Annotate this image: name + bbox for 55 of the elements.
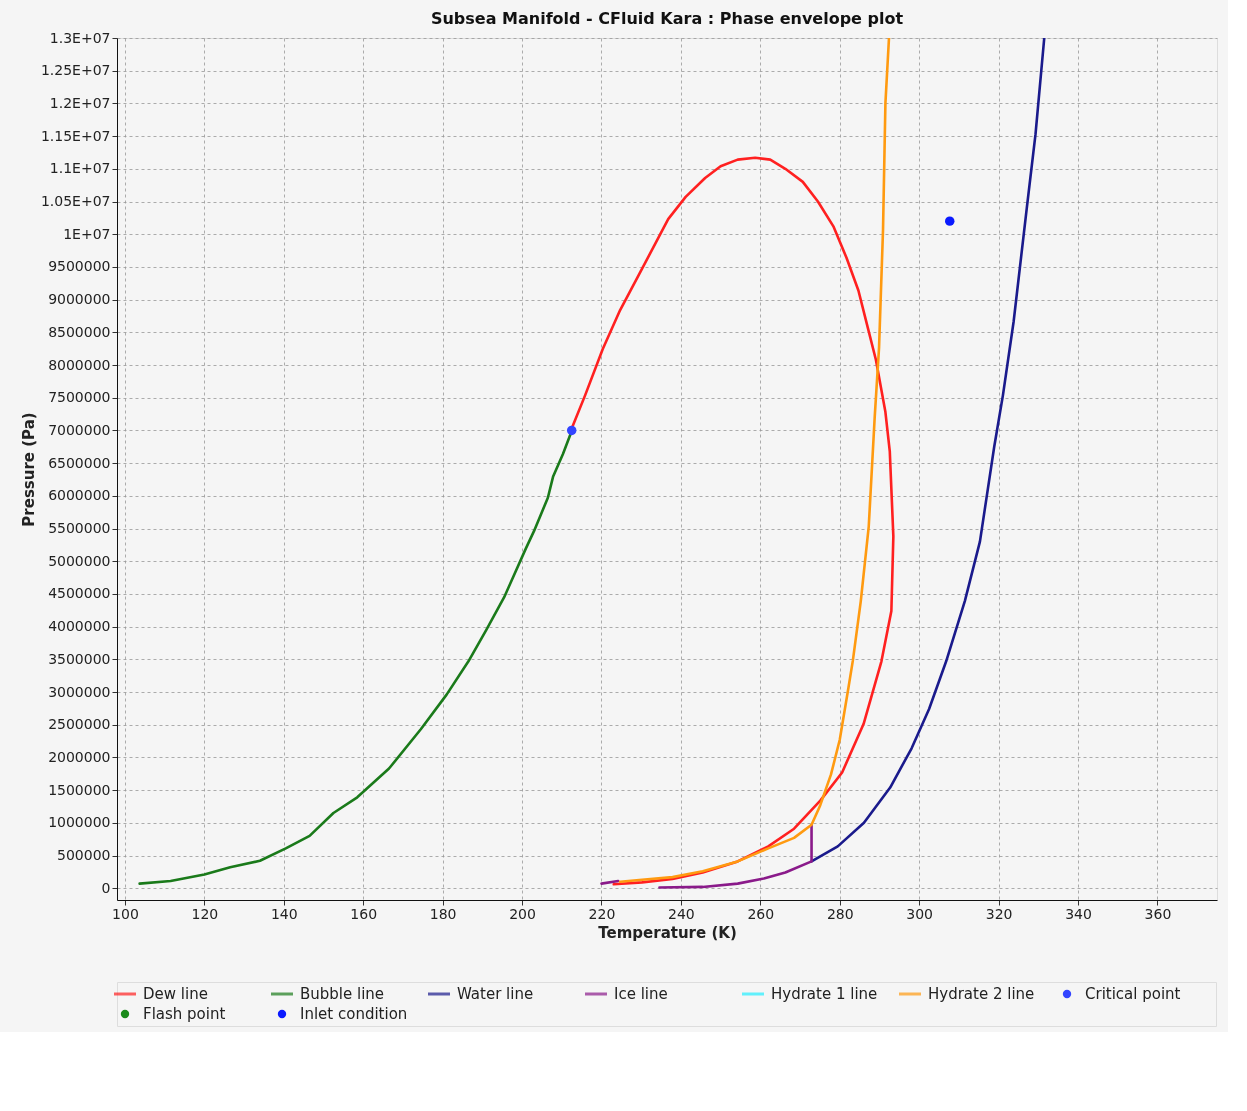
y-tick-label: 2500000 bbox=[48, 716, 111, 733]
x-tick-label: 100 bbox=[112, 905, 139, 922]
x-tick-label: 320 bbox=[985, 905, 1013, 922]
x-tick-label: 280 bbox=[826, 905, 854, 922]
x-axis-title: Temperature (K) bbox=[598, 923, 737, 942]
y-tick-label: 1.2E+07 bbox=[49, 94, 111, 111]
y-tick-label: 6500000 bbox=[48, 454, 111, 471]
x-tick-label: 120 bbox=[191, 905, 219, 922]
legend-label: Water line bbox=[457, 985, 534, 1003]
x-tick-label: 260 bbox=[747, 905, 775, 922]
x-tick-label: 180 bbox=[429, 905, 457, 922]
y-tick-label: 6000000 bbox=[48, 487, 111, 504]
legend-label: Dew line bbox=[143, 985, 208, 1003]
legend-label: Hydrate 2 line bbox=[928, 985, 1035, 1003]
legend-label: Hydrate 1 line bbox=[771, 985, 878, 1003]
x-tick-label: 360 bbox=[1144, 905, 1172, 922]
line-series bbox=[810, 38, 1046, 863]
y-tick-label: 1.25E+07 bbox=[40, 62, 111, 79]
y-tick-label: 1500000 bbox=[48, 781, 111, 798]
x-tick-label: 300 bbox=[906, 905, 934, 922]
y-tick-label: 8500000 bbox=[48, 323, 111, 340]
y-tick-label: 1.15E+07 bbox=[40, 127, 111, 144]
legend-label: Bubble line bbox=[300, 985, 385, 1003]
y-tick-label: 1.3E+07 bbox=[49, 29, 111, 46]
line-series bbox=[618, 38, 891, 883]
legend-label: Inlet condition bbox=[300, 1005, 408, 1023]
y-tick-label: 2000000 bbox=[48, 748, 111, 765]
x-tick-label: 220 bbox=[588, 905, 616, 922]
y-tick-label: 3000000 bbox=[48, 683, 111, 700]
y-tick-label: 7000000 bbox=[48, 421, 111, 438]
x-tick-label: 240 bbox=[668, 905, 695, 922]
y-tick-label: 9000000 bbox=[48, 291, 111, 308]
y-tick-label: 4000000 bbox=[48, 618, 111, 635]
y-tick-label: 1000000 bbox=[48, 814, 111, 831]
x-tick-label: 160 bbox=[350, 905, 378, 922]
y-tick-label: 500000 bbox=[57, 847, 111, 864]
y-tick-label: 7500000 bbox=[48, 389, 111, 406]
x-tick-label: 200 bbox=[509, 905, 536, 922]
y-tick-label: 1.1E+07 bbox=[49, 160, 111, 177]
y-tick-label: 0 bbox=[101, 879, 111, 896]
y-axis-title: Pressure (Pa) bbox=[19, 412, 38, 527]
y-tick-label: 5500000 bbox=[48, 520, 111, 537]
x-tick-label: 340 bbox=[1065, 905, 1092, 922]
y-tick-label: 1E+07 bbox=[63, 225, 111, 242]
y-tick-label: 3500000 bbox=[48, 650, 111, 667]
y-tick-label: 9500000 bbox=[48, 258, 111, 275]
y-tick-label: 4500000 bbox=[48, 585, 111, 602]
legend-label: Flash point bbox=[143, 1005, 226, 1023]
y-tick-label: 1.05E+07 bbox=[40, 193, 111, 210]
y-tick-label: 8000000 bbox=[48, 356, 111, 373]
y-tick-label: 5000000 bbox=[48, 552, 111, 569]
chart-title: Subsea Manifold - CFluid Kara : Phase envelope plot bbox=[430, 9, 904, 28]
legend-label: Critical point bbox=[1085, 985, 1181, 1003]
legend-label: Ice line bbox=[614, 985, 668, 1003]
x-tick-label: 140 bbox=[270, 905, 298, 922]
